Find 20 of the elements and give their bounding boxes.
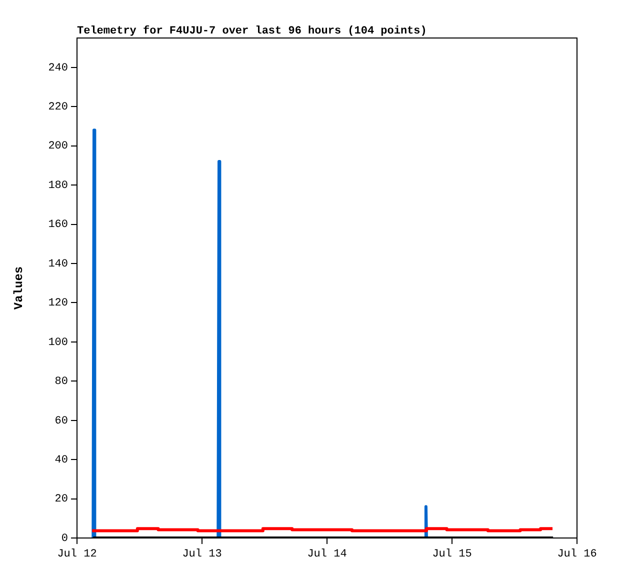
y-tick-label: 200 — [48, 140, 68, 153]
y-tick-label: 20 — [54, 494, 68, 506]
y-tick-label: 160 — [48, 219, 68, 232]
y-tick-label: 100 — [48, 336, 68, 349]
x-tick-label: Jul 14 — [307, 548, 348, 561]
y-tick-label: 220 — [48, 102, 68, 114]
x-tick-label: Jul 15 — [432, 548, 472, 561]
chart-title: Telemetry for F4UJU-7 over last 96 hours (104 points) — [77, 24, 427, 38]
y-tick-label: 80 — [54, 376, 68, 388]
y-tick-label: 60 — [54, 415, 68, 428]
y-tick-label: 240 — [48, 62, 68, 74]
y-tick-label: 140 — [48, 258, 68, 270]
y-tick-label: 120 — [48, 298, 68, 310]
y-axis-title: Values — [12, 266, 26, 310]
y-tick-label: 40 — [54, 454, 68, 466]
y-tick-label: 180 — [48, 180, 68, 192]
y-tick-label: 0 — [61, 532, 68, 545]
x-tick-label: Jul 16 — [557, 548, 597, 561]
x-tick-label: Jul 12 — [57, 548, 97, 561]
x-tick-label: Jul 13 — [182, 548, 222, 561]
